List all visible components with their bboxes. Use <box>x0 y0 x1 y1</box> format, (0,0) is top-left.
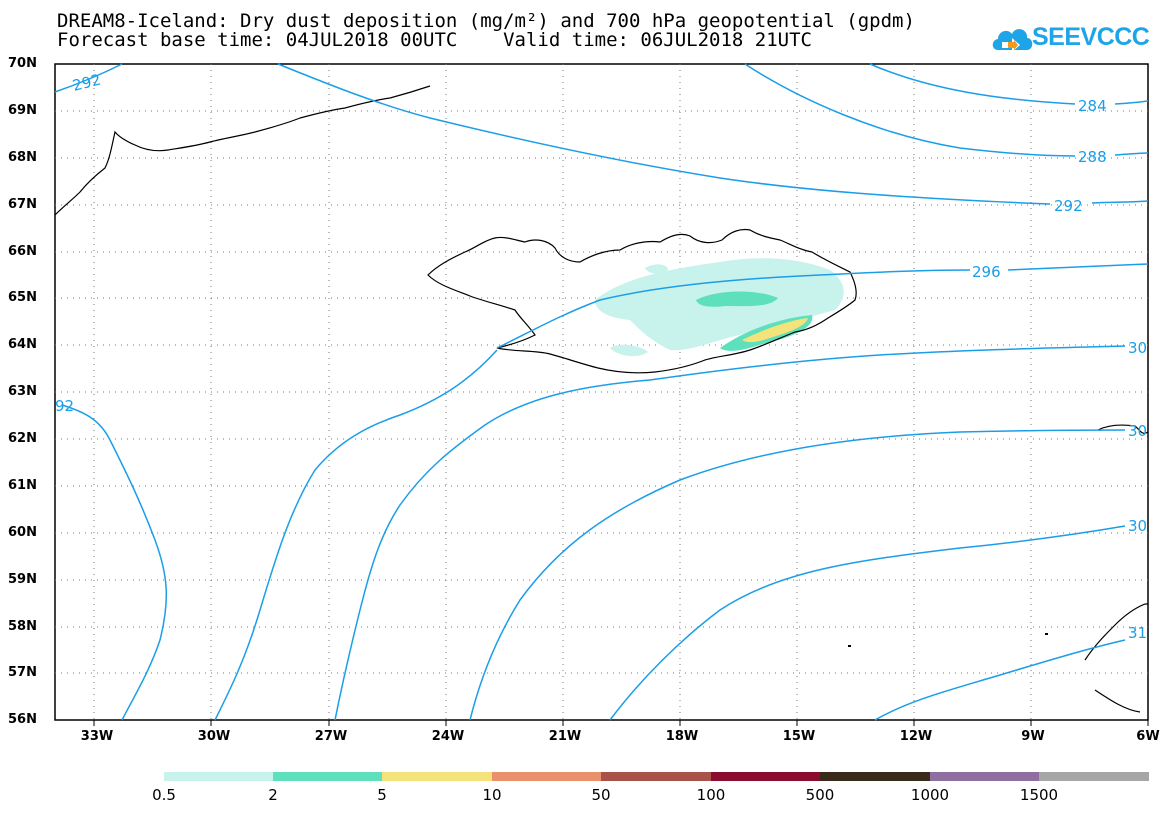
map-subtitle: Forecast base time: 04JUL2018 00UTC Vali… <box>57 29 812 51</box>
scotland-coastline <box>1084 603 1148 713</box>
colorbar-label: 2 <box>268 786 278 804</box>
colorbar-swatch <box>382 772 492 781</box>
colorbar-swatch <box>492 772 601 781</box>
lat-label: 60N <box>8 525 37 540</box>
contour-label: 292 <box>71 70 103 94</box>
lat-label: 69N <box>8 103 37 118</box>
faroe-coastline <box>1097 424 1149 434</box>
coastlines <box>54 85 1149 713</box>
contour-label: 296 <box>972 263 1001 281</box>
colorbar-swatch <box>711 772 820 781</box>
lon-label: 27W <box>314 729 348 744</box>
contour-label: 30 <box>1128 422 1147 440</box>
lat-label: 64N <box>8 337 37 352</box>
colorbar-label: 10 <box>482 786 502 804</box>
iceland-coastline <box>427 228 857 374</box>
lon-label: 18W <box>665 729 699 744</box>
colorbar-label: 500 <box>805 786 835 804</box>
lat-label: 68N <box>8 150 37 165</box>
lat-label: 63N <box>8 384 37 399</box>
lat-label: 56N <box>8 712 37 727</box>
cloud-logo-icon <box>992 29 1033 52</box>
colorbar-swatch <box>601 772 711 781</box>
dust-deposition-shading <box>595 258 844 357</box>
colorbar-swatch <box>1039 772 1149 781</box>
colorbar-label: 0.5 <box>152 786 176 804</box>
contour-label: 284 <box>1078 97 1107 115</box>
contour-label: 30 <box>1128 517 1147 535</box>
colorbar-label: 5 <box>377 786 387 804</box>
lat-label: 62N <box>8 431 37 446</box>
colorbar-swatch <box>930 772 1039 781</box>
lon-label: 6W <box>1136 729 1160 744</box>
lat-label: 66N <box>8 244 37 259</box>
contour-label: 292 <box>1054 197 1083 215</box>
geopotential-contours <box>54 63 1149 721</box>
contour-label: 31 <box>1128 624 1147 642</box>
logo-text: SEEVCCC <box>1032 23 1150 51</box>
lon-label: 33W <box>80 729 114 744</box>
lat-label: 57N <box>8 665 37 680</box>
map-gridlines <box>55 64 1148 720</box>
lat-label: 58N <box>8 619 37 634</box>
axis-ticks <box>93 720 1149 726</box>
map-title: DREAM8-Iceland: Dry dust deposition (mg/… <box>57 10 915 32</box>
lat-label: 70N <box>8 56 37 71</box>
lon-label: 9W <box>1021 729 1045 744</box>
lon-label: 12W <box>899 729 933 744</box>
lat-label: 67N <box>8 197 37 212</box>
contour-label: 288 <box>1078 148 1107 166</box>
colorbar-label: 1500 <box>1019 786 1059 804</box>
lat-label: 59N <box>8 572 37 587</box>
lon-label: 21W <box>548 729 582 744</box>
seevccc-logo: SEEVCCC <box>990 20 1150 60</box>
lon-label: 30W <box>197 729 231 744</box>
colorbar-swatch <box>164 772 273 781</box>
colorbar-label: 100 <box>696 786 726 804</box>
colorbar-swatch <box>820 772 930 781</box>
lon-label: 24W <box>431 729 465 744</box>
lon-label: 15W <box>782 729 816 744</box>
lat-label: 61N <box>8 478 37 493</box>
greenland-coastline <box>54 85 431 216</box>
lat-label: 65N <box>8 290 37 305</box>
colorbar-swatch <box>273 772 382 781</box>
colorbar-label: 50 <box>591 786 611 804</box>
contour-label: 30 <box>1128 339 1147 357</box>
colorbar-label: 1000 <box>910 786 950 804</box>
contour-label: 92 <box>55 397 74 415</box>
colorbar <box>164 772 1149 781</box>
